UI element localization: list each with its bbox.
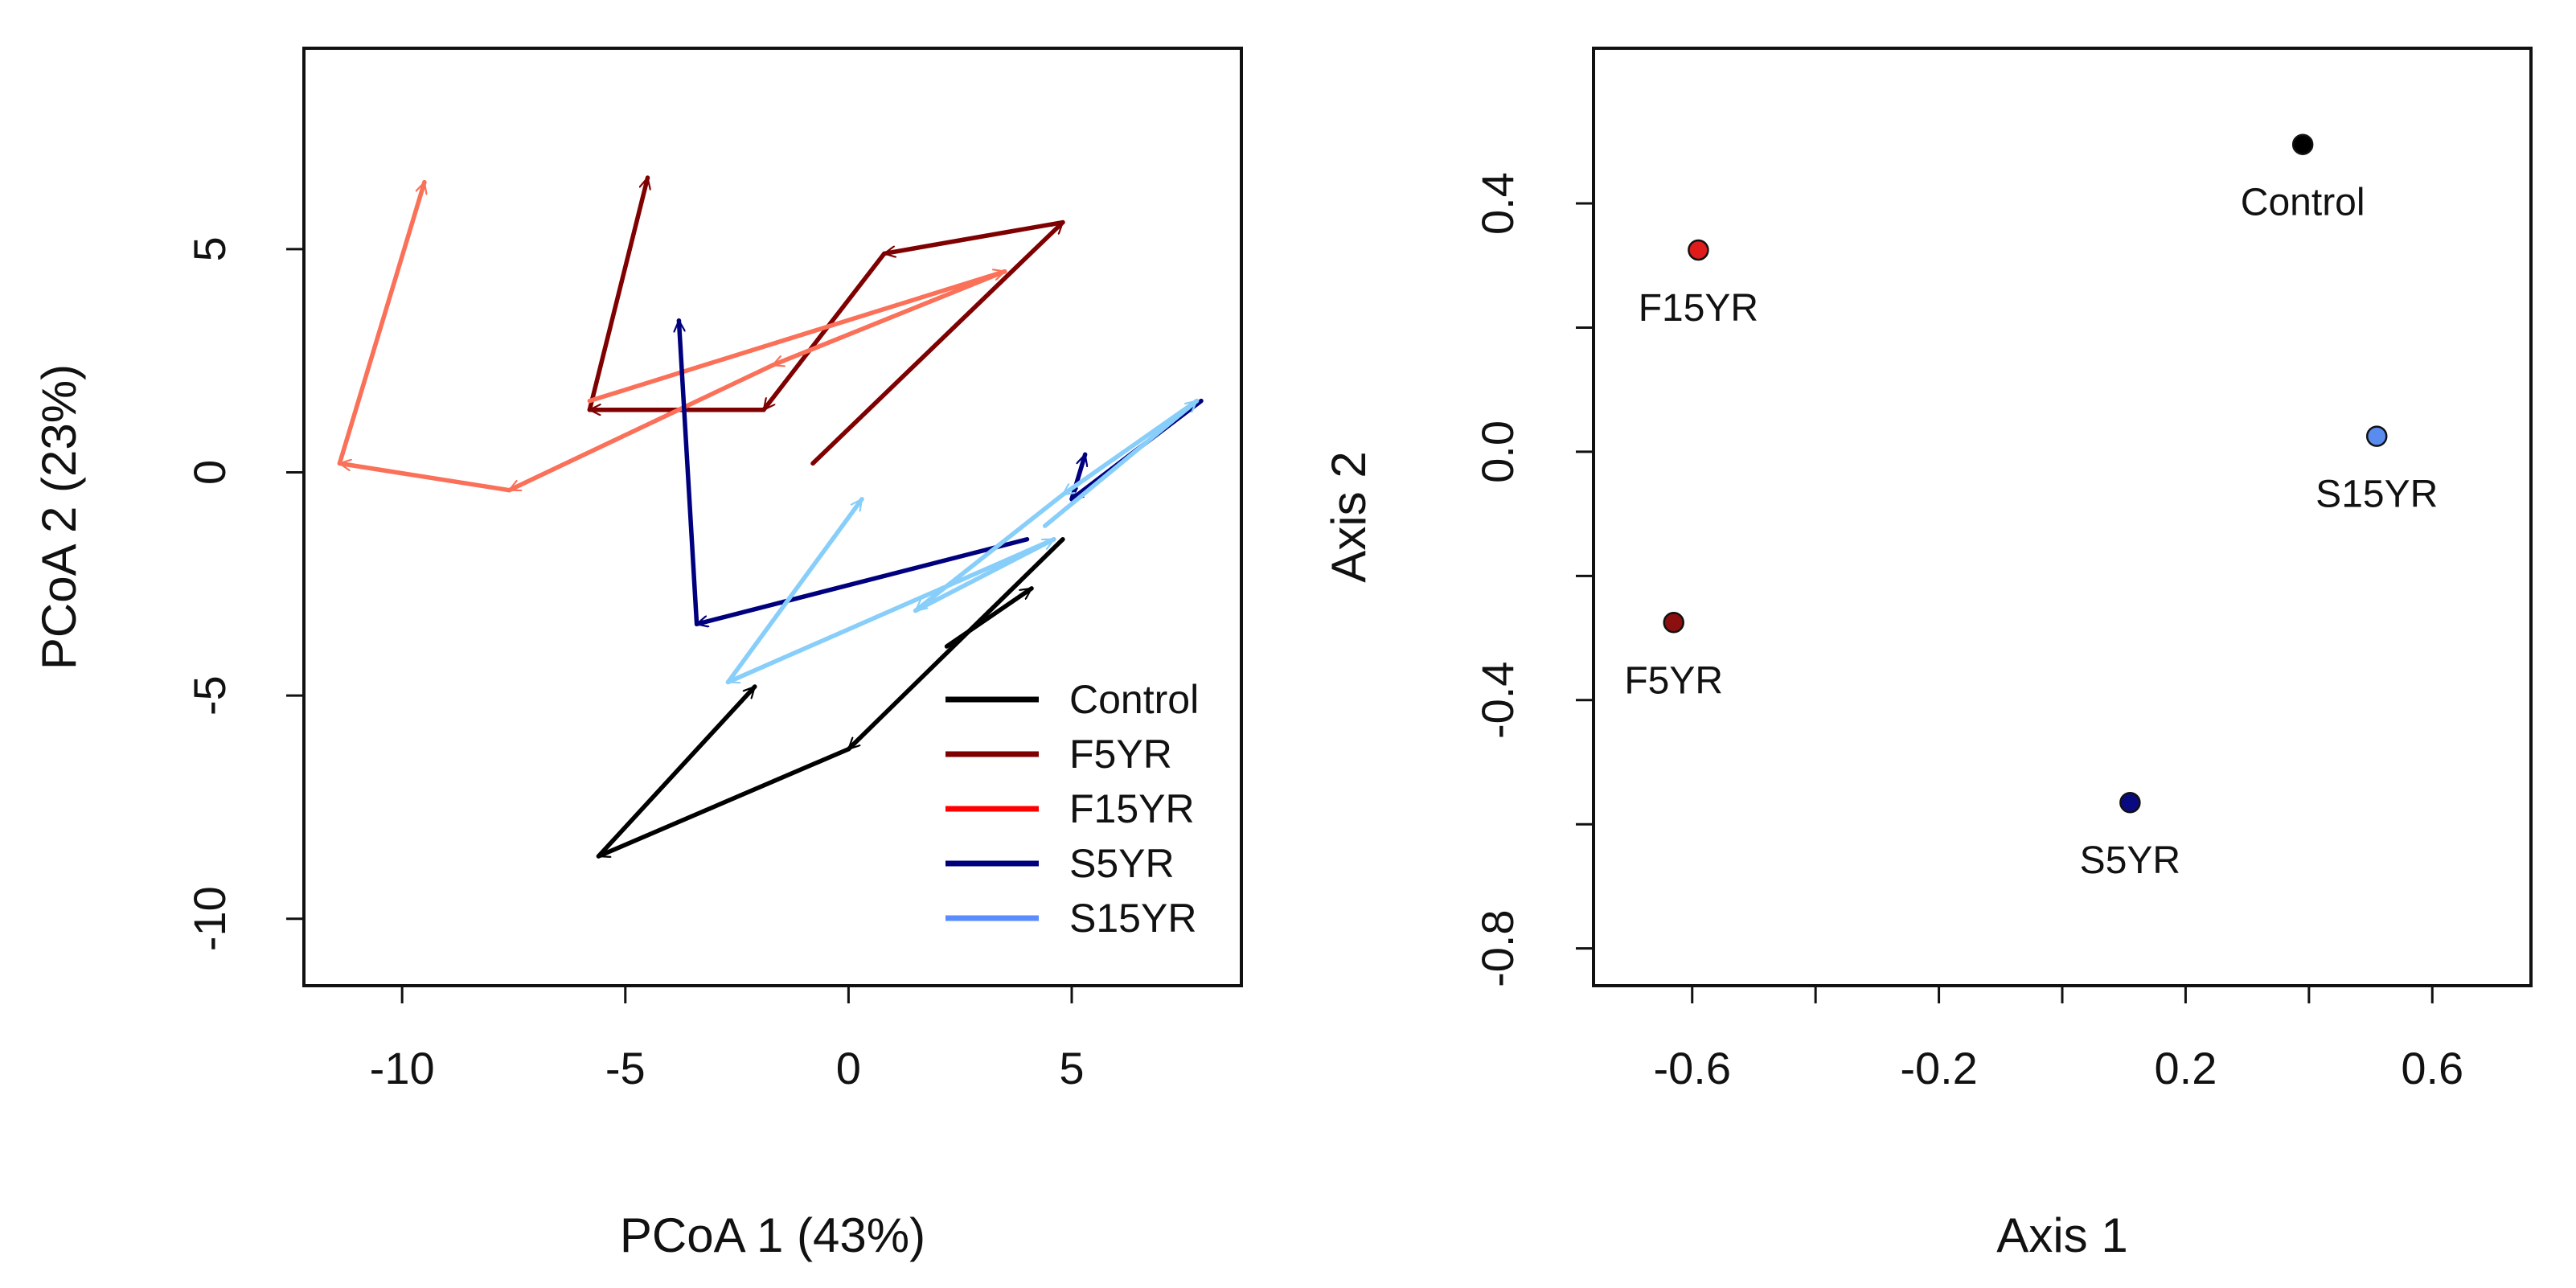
ordination-x-tick-label: -0.2	[1900, 1043, 1978, 1093]
pcoa-y-tick-label: -10	[184, 886, 235, 951]
ordination-x-tick-label: -0.6	[1653, 1043, 1731, 1093]
pcoa-trajectory-plot-area	[337, 175, 1204, 859]
legend-label: Control	[1069, 677, 1199, 722]
legend-item-s15yr: S15YR	[945, 896, 1196, 941]
ordination-scatter-chart: -0.6 -0.2 0.2 0.6 -0.8 -0.4 0.0 0.4 Control F15Y…	[1322, 47, 2533, 1262]
legend-item-f5yr: F5YR	[945, 732, 1172, 777]
point-s15yr: S15YR	[2316, 425, 2438, 516]
trajectory-arrow-f15yr	[337, 179, 424, 466]
legend-label: F5YR	[1069, 732, 1172, 777]
trajectory-arrow-s15yr	[913, 492, 1065, 613]
ordination-axes: -0.6 -0.2 0.2 0.6 -0.8 -0.4 0.0 0.4	[1472, 172, 2463, 1093]
trajectory-arrow-control	[944, 586, 1034, 649]
trajectory-arrow-f5yr	[587, 175, 647, 412]
point-label: S5YR	[2080, 839, 2180, 882]
trajectory-arrow-control	[596, 684, 757, 859]
pcoa-trajectory-chart: -10 -5 0 5 -10 -5 0 5 PCoA 1 (43%) PCoA 2 (23%)…	[32, 47, 1243, 1262]
point-marker	[2365, 425, 2388, 447]
ordination-y-tick-label: 0.4	[1472, 172, 1523, 235]
series-s15yr	[725, 398, 1200, 685]
point-label: Control	[2241, 182, 2365, 224]
point-f5yr: F5YR	[1624, 612, 1723, 702]
point-control: Control	[2241, 133, 2365, 224]
legend-item-s5yr: S5YR	[945, 841, 1175, 886]
trajectory-arrow-f5yr	[810, 219, 1065, 466]
pcoa-y-tick-label: 0	[184, 460, 235, 485]
point-s5yr: S5YR	[2080, 791, 2180, 882]
trajectory-arrow-f5yr	[761, 251, 887, 412]
pcoa-x-tick-label: 0	[836, 1043, 861, 1093]
ordination-x-axis-title: Axis 1	[1996, 1208, 2127, 1262]
trajectory-arrow-s5yr	[694, 537, 1030, 624]
series-f15yr	[337, 179, 1007, 493]
series-s5yr	[679, 318, 1204, 627]
trajectory-arrow-s15yr	[725, 497, 864, 685]
trajectory-arrow-f15yr	[337, 463, 512, 493]
series-control	[596, 537, 1065, 859]
point-marker	[1688, 239, 1709, 261]
trajectory-arrow-f15yr	[587, 272, 1007, 404]
pcoa-x-tick-label: -10	[370, 1043, 435, 1093]
legend-item-control: Control	[945, 677, 1199, 722]
ordination-x-tick-label: 0.2	[2154, 1043, 2217, 1093]
pcoa-y-tick-label: -5	[184, 675, 235, 716]
point-label: F15YR	[1639, 287, 1758, 330]
pcoa-legend: Control F5YR F15YR S5YR S15YR	[945, 677, 1199, 941]
pcoa-plot-frame	[302, 47, 1243, 987]
point-marker	[2291, 133, 2314, 155]
trajectory-arrow-control	[846, 537, 1065, 752]
pcoa-x-tick-label: -5	[605, 1043, 646, 1093]
ordination-y-axis-title: Axis 2	[1322, 451, 1376, 582]
trajectory-arrow-control	[596, 746, 851, 859]
legend-item-f15yr: F15YR	[945, 786, 1195, 831]
point-label: F5YR	[1624, 659, 1723, 702]
trajectory-arrow-s15yr	[1060, 398, 1200, 497]
point-marker	[2119, 791, 2141, 814]
trajectory-arrow-f15yr	[507, 363, 775, 493]
pcoa-y-axis-title: PCoA 2 (23%)	[32, 364, 86, 670]
trajectory-arrow-s15yr	[1042, 398, 1200, 528]
ordination-x-tick-label: 0.6	[2401, 1043, 2463, 1093]
point-label: S15YR	[2316, 474, 2438, 516]
ordination-y-tick-label: -0.8	[1472, 909, 1523, 987]
ordination-points: Control F15YR S15YR F5YR S5YR	[1624, 133, 2438, 882]
trajectory-arrow-s5yr	[679, 318, 699, 627]
pcoa-x-axis-title: PCoA 1 (43%)	[620, 1208, 925, 1262]
ordination-y-tick-label: -0.4	[1472, 662, 1523, 740]
pcoa-y-tick-label: 5	[184, 236, 235, 261]
pcoa-axes: -10 -5 0 5 -10 -5 0 5	[184, 236, 1085, 1093]
trajectory-arrow-f5yr	[882, 219, 1065, 254]
series-f5yr	[587, 175, 1065, 466]
legend-label: S5YR	[1069, 841, 1175, 886]
point-marker	[1663, 612, 1684, 634]
legend-label: F15YR	[1069, 786, 1195, 831]
legend-label: S15YR	[1069, 896, 1196, 941]
ordination-y-tick-label: 0.0	[1472, 420, 1523, 483]
trajectory-arrow-f15yr	[770, 269, 1007, 367]
pcoa-x-tick-label: 5	[1059, 1043, 1084, 1093]
trajectory-arrow-s15yr	[725, 537, 1056, 685]
ordination-plot-frame	[1592, 47, 2533, 987]
point-f15yr: F15YR	[1639, 239, 1758, 330]
